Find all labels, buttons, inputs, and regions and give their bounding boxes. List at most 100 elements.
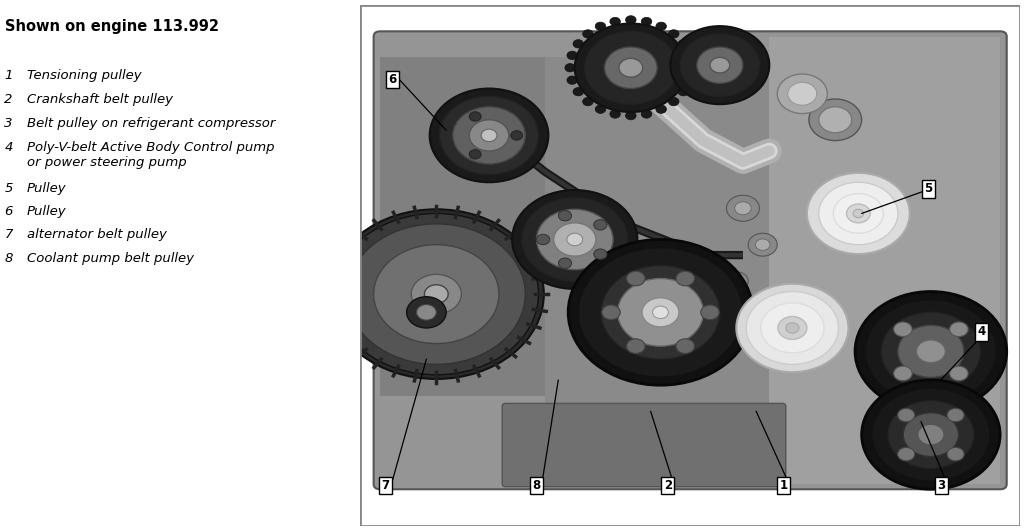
Circle shape [439, 97, 539, 175]
Circle shape [583, 30, 593, 38]
Text: Poly-V-belt Active Body Control pump
or power steering pump: Poly-V-belt Active Body Control pump or … [27, 141, 274, 169]
Circle shape [671, 26, 769, 104]
Circle shape [511, 131, 522, 140]
Circle shape [573, 40, 584, 48]
Circle shape [641, 110, 652, 118]
Circle shape [512, 190, 637, 289]
Circle shape [778, 316, 807, 339]
Circle shape [809, 99, 861, 141]
Circle shape [834, 194, 884, 233]
Circle shape [642, 298, 679, 327]
Circle shape [522, 198, 628, 281]
Text: 5: 5 [4, 182, 12, 194]
FancyBboxPatch shape [545, 57, 836, 474]
Text: 7: 7 [4, 228, 12, 241]
Circle shape [537, 234, 550, 245]
Circle shape [652, 306, 669, 319]
Circle shape [567, 233, 583, 246]
Text: Shown on engine 113.992: Shown on engine 113.992 [5, 19, 219, 33]
Circle shape [407, 297, 446, 328]
Text: 2: 2 [4, 93, 12, 106]
Circle shape [430, 89, 549, 182]
Circle shape [554, 223, 596, 256]
Circle shape [594, 249, 607, 259]
Circle shape [853, 209, 863, 218]
Circle shape [469, 112, 481, 121]
Circle shape [787, 82, 817, 105]
Text: 8: 8 [4, 252, 12, 265]
Circle shape [579, 247, 743, 378]
Circle shape [610, 18, 621, 25]
Circle shape [726, 195, 760, 221]
Circle shape [686, 64, 696, 72]
Circle shape [871, 388, 990, 482]
Circle shape [749, 233, 777, 256]
Text: 6: 6 [388, 73, 396, 86]
Text: Pulley: Pulley [27, 205, 67, 218]
Circle shape [756, 239, 770, 251]
Circle shape [882, 312, 980, 390]
Circle shape [684, 51, 694, 59]
Circle shape [918, 424, 944, 445]
Text: 3: 3 [938, 479, 945, 492]
FancyBboxPatch shape [769, 37, 1000, 484]
Circle shape [861, 380, 1000, 489]
Circle shape [626, 112, 636, 120]
Circle shape [424, 285, 449, 304]
Circle shape [602, 305, 621, 320]
Circle shape [894, 322, 912, 337]
Circle shape [807, 173, 909, 254]
Circle shape [676, 271, 694, 286]
Circle shape [730, 277, 742, 286]
Text: Pulley: Pulley [27, 182, 67, 194]
Circle shape [656, 105, 667, 114]
Circle shape [777, 74, 827, 114]
Circle shape [565, 64, 575, 72]
FancyBboxPatch shape [502, 404, 785, 486]
Circle shape [656, 22, 667, 30]
Circle shape [947, 408, 965, 422]
Circle shape [595, 22, 606, 30]
Circle shape [678, 88, 689, 96]
Circle shape [761, 303, 824, 353]
Circle shape [601, 266, 720, 359]
Circle shape [819, 107, 852, 133]
Circle shape [558, 258, 571, 269]
Text: 5: 5 [925, 182, 933, 195]
Circle shape [865, 299, 996, 404]
Circle shape [785, 323, 799, 333]
Circle shape [604, 47, 657, 89]
Circle shape [594, 220, 607, 230]
Circle shape [641, 18, 652, 25]
Circle shape [412, 275, 462, 314]
Text: 7: 7 [382, 479, 390, 492]
Text: 2: 2 [664, 479, 672, 492]
Circle shape [676, 339, 694, 354]
Circle shape [700, 305, 719, 320]
Circle shape [736, 284, 849, 372]
Circle shape [669, 98, 679, 106]
Circle shape [724, 272, 749, 290]
Circle shape [669, 30, 679, 38]
FancyBboxPatch shape [380, 57, 565, 396]
Circle shape [626, 16, 636, 24]
Text: 1: 1 [4, 69, 12, 82]
Circle shape [469, 120, 509, 151]
Text: 4: 4 [977, 326, 985, 338]
Circle shape [617, 278, 703, 346]
Circle shape [696, 47, 743, 83]
Circle shape [595, 105, 606, 114]
Circle shape [417, 305, 436, 320]
Circle shape [558, 210, 571, 221]
Circle shape [627, 339, 645, 354]
Circle shape [567, 76, 578, 84]
Text: Belt pulley on refrigerant compressor: Belt pulley on refrigerant compressor [27, 117, 275, 130]
Circle shape [888, 401, 974, 468]
Circle shape [374, 245, 499, 344]
Circle shape [585, 31, 677, 104]
Circle shape [898, 408, 914, 422]
Circle shape [537, 209, 613, 270]
Circle shape [819, 182, 898, 245]
Circle shape [746, 292, 839, 364]
Circle shape [678, 40, 689, 48]
